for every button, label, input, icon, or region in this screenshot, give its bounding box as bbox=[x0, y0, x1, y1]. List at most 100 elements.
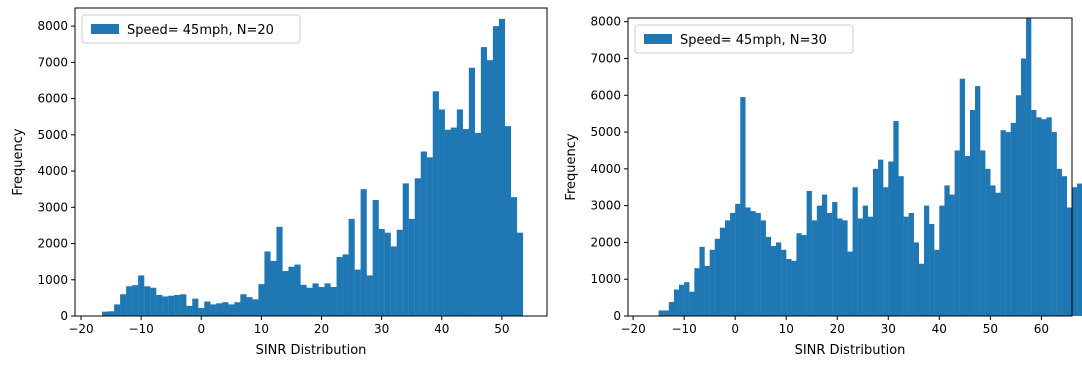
legend-box bbox=[634, 24, 854, 54]
x-tick-label: 50 bbox=[983, 322, 998, 336]
y-tick-label: 3000 bbox=[37, 200, 68, 214]
histogram-bar bbox=[330, 287, 337, 316]
histogram-bar bbox=[378, 229, 385, 316]
x-tick-label: 30 bbox=[374, 322, 389, 336]
histogram-bar bbox=[689, 291, 695, 316]
x-tick-label: −10 bbox=[128, 322, 153, 336]
histogram-bar bbox=[1031, 109, 1037, 316]
x-tick-label: 20 bbox=[830, 322, 845, 336]
histogram-bar bbox=[144, 286, 151, 316]
histogram-bar bbox=[857, 218, 863, 316]
histogram-bar bbox=[216, 303, 223, 316]
histogram-bar bbox=[837, 218, 843, 316]
y-tick-label: 8000 bbox=[590, 15, 621, 29]
x-tick-label: 30 bbox=[881, 322, 896, 336]
y-tick-label: 0 bbox=[60, 309, 68, 323]
histogram-bar bbox=[366, 275, 373, 316]
histogram-bar bbox=[138, 275, 145, 316]
histogram-bar bbox=[132, 285, 139, 316]
histogram-bar bbox=[342, 254, 349, 316]
histogram-bar bbox=[360, 189, 367, 316]
histogram-bar bbox=[1000, 130, 1006, 316]
histogram-bar bbox=[420, 151, 427, 316]
histogram-bar bbox=[324, 283, 331, 316]
histogram-bar bbox=[765, 236, 772, 316]
axes-frame bbox=[74, 7, 548, 317]
histogram-bar bbox=[276, 226, 283, 316]
histogram-bar bbox=[180, 294, 187, 316]
histogram-bar bbox=[714, 238, 721, 316]
histogram-bar bbox=[878, 159, 884, 316]
y-tick-label: 4000 bbox=[37, 164, 68, 178]
y-tick-label: 0 bbox=[613, 309, 621, 323]
y-tick-label: 2000 bbox=[37, 237, 68, 251]
histogram-bar bbox=[234, 302, 241, 316]
histogram-bar bbox=[426, 157, 433, 316]
x-tick-label: −20 bbox=[620, 322, 645, 336]
histogram-bar bbox=[821, 194, 828, 316]
histogram-bar bbox=[709, 249, 715, 316]
histogram-bar bbox=[174, 294, 181, 316]
x-tick-label: −10 bbox=[671, 322, 696, 336]
histogram-bar bbox=[444, 129, 451, 316]
histogram-bar bbox=[288, 266, 295, 316]
histogram-bar bbox=[745, 207, 751, 316]
x-tick-label: 60 bbox=[1034, 322, 1049, 336]
histogram-bar bbox=[486, 60, 494, 317]
histogram-bar bbox=[1046, 117, 1052, 316]
y-axis-label: Frequency bbox=[11, 128, 26, 195]
histogram-bar bbox=[462, 129, 469, 316]
histogram-bar bbox=[760, 220, 766, 316]
histogram-bar bbox=[990, 185, 996, 316]
histogram-bar bbox=[222, 302, 229, 316]
histogram-bar bbox=[1077, 183, 1082, 316]
histogram-bar bbox=[893, 121, 899, 316]
histogram-bar bbox=[975, 86, 981, 316]
histogram-bar bbox=[498, 18, 506, 317]
y-tick-label: 2000 bbox=[590, 235, 621, 249]
histogram-bar bbox=[1072, 187, 1078, 316]
histogram-bar bbox=[348, 218, 355, 316]
y-tick-label: 5000 bbox=[590, 125, 621, 139]
y-tick-label: 1000 bbox=[37, 273, 68, 287]
histogram-bar bbox=[402, 183, 409, 316]
histogram-bar bbox=[776, 242, 782, 316]
histogram-bar bbox=[1015, 95, 1022, 316]
y-tick-label: 7000 bbox=[590, 51, 621, 65]
histogram-bar bbox=[1066, 207, 1073, 316]
histogram-bar bbox=[673, 289, 680, 316]
histogram-bar bbox=[198, 308, 205, 316]
x-tick-label: 50 bbox=[494, 322, 509, 336]
y-tick-label: 6000 bbox=[37, 92, 68, 106]
histogram-bar bbox=[939, 205, 945, 316]
histogram-bar bbox=[318, 287, 325, 316]
histogram-bar bbox=[1005, 132, 1011, 316]
histogram-bar bbox=[1051, 132, 1057, 316]
y-tick-label: 3000 bbox=[590, 199, 621, 213]
y-tick-label: 5000 bbox=[37, 128, 68, 142]
histogram-bar bbox=[730, 212, 736, 316]
histogram-bar bbox=[811, 220, 817, 316]
histogram-bar bbox=[102, 311, 109, 316]
histogram-bar bbox=[438, 109, 445, 317]
histogram-bar bbox=[126, 286, 133, 316]
legend-label: Speed= 45mph, N=20 bbox=[127, 23, 274, 38]
histogram-bar bbox=[306, 287, 313, 316]
histogram-bar bbox=[740, 97, 746, 316]
histogram-bar bbox=[959, 78, 965, 316]
histogram-bar bbox=[282, 271, 289, 316]
histogram-bar bbox=[867, 216, 874, 316]
histogram-bar bbox=[801, 235, 807, 316]
x-tick-label: −20 bbox=[68, 322, 93, 336]
histogram-bar bbox=[668, 302, 675, 316]
x-axis-label: SINR Distribution bbox=[256, 343, 367, 358]
histogram-bar bbox=[694, 268, 700, 316]
histogram-bar bbox=[264, 251, 271, 316]
y-tick-label: 1000 bbox=[590, 272, 621, 286]
y-tick-label: 4000 bbox=[590, 162, 621, 176]
histogram-bar bbox=[156, 294, 163, 316]
histogram-bar bbox=[114, 304, 121, 316]
histogram-bar bbox=[150, 287, 157, 316]
histogram-bar bbox=[735, 203, 741, 316]
histogram-bar bbox=[842, 220, 848, 316]
